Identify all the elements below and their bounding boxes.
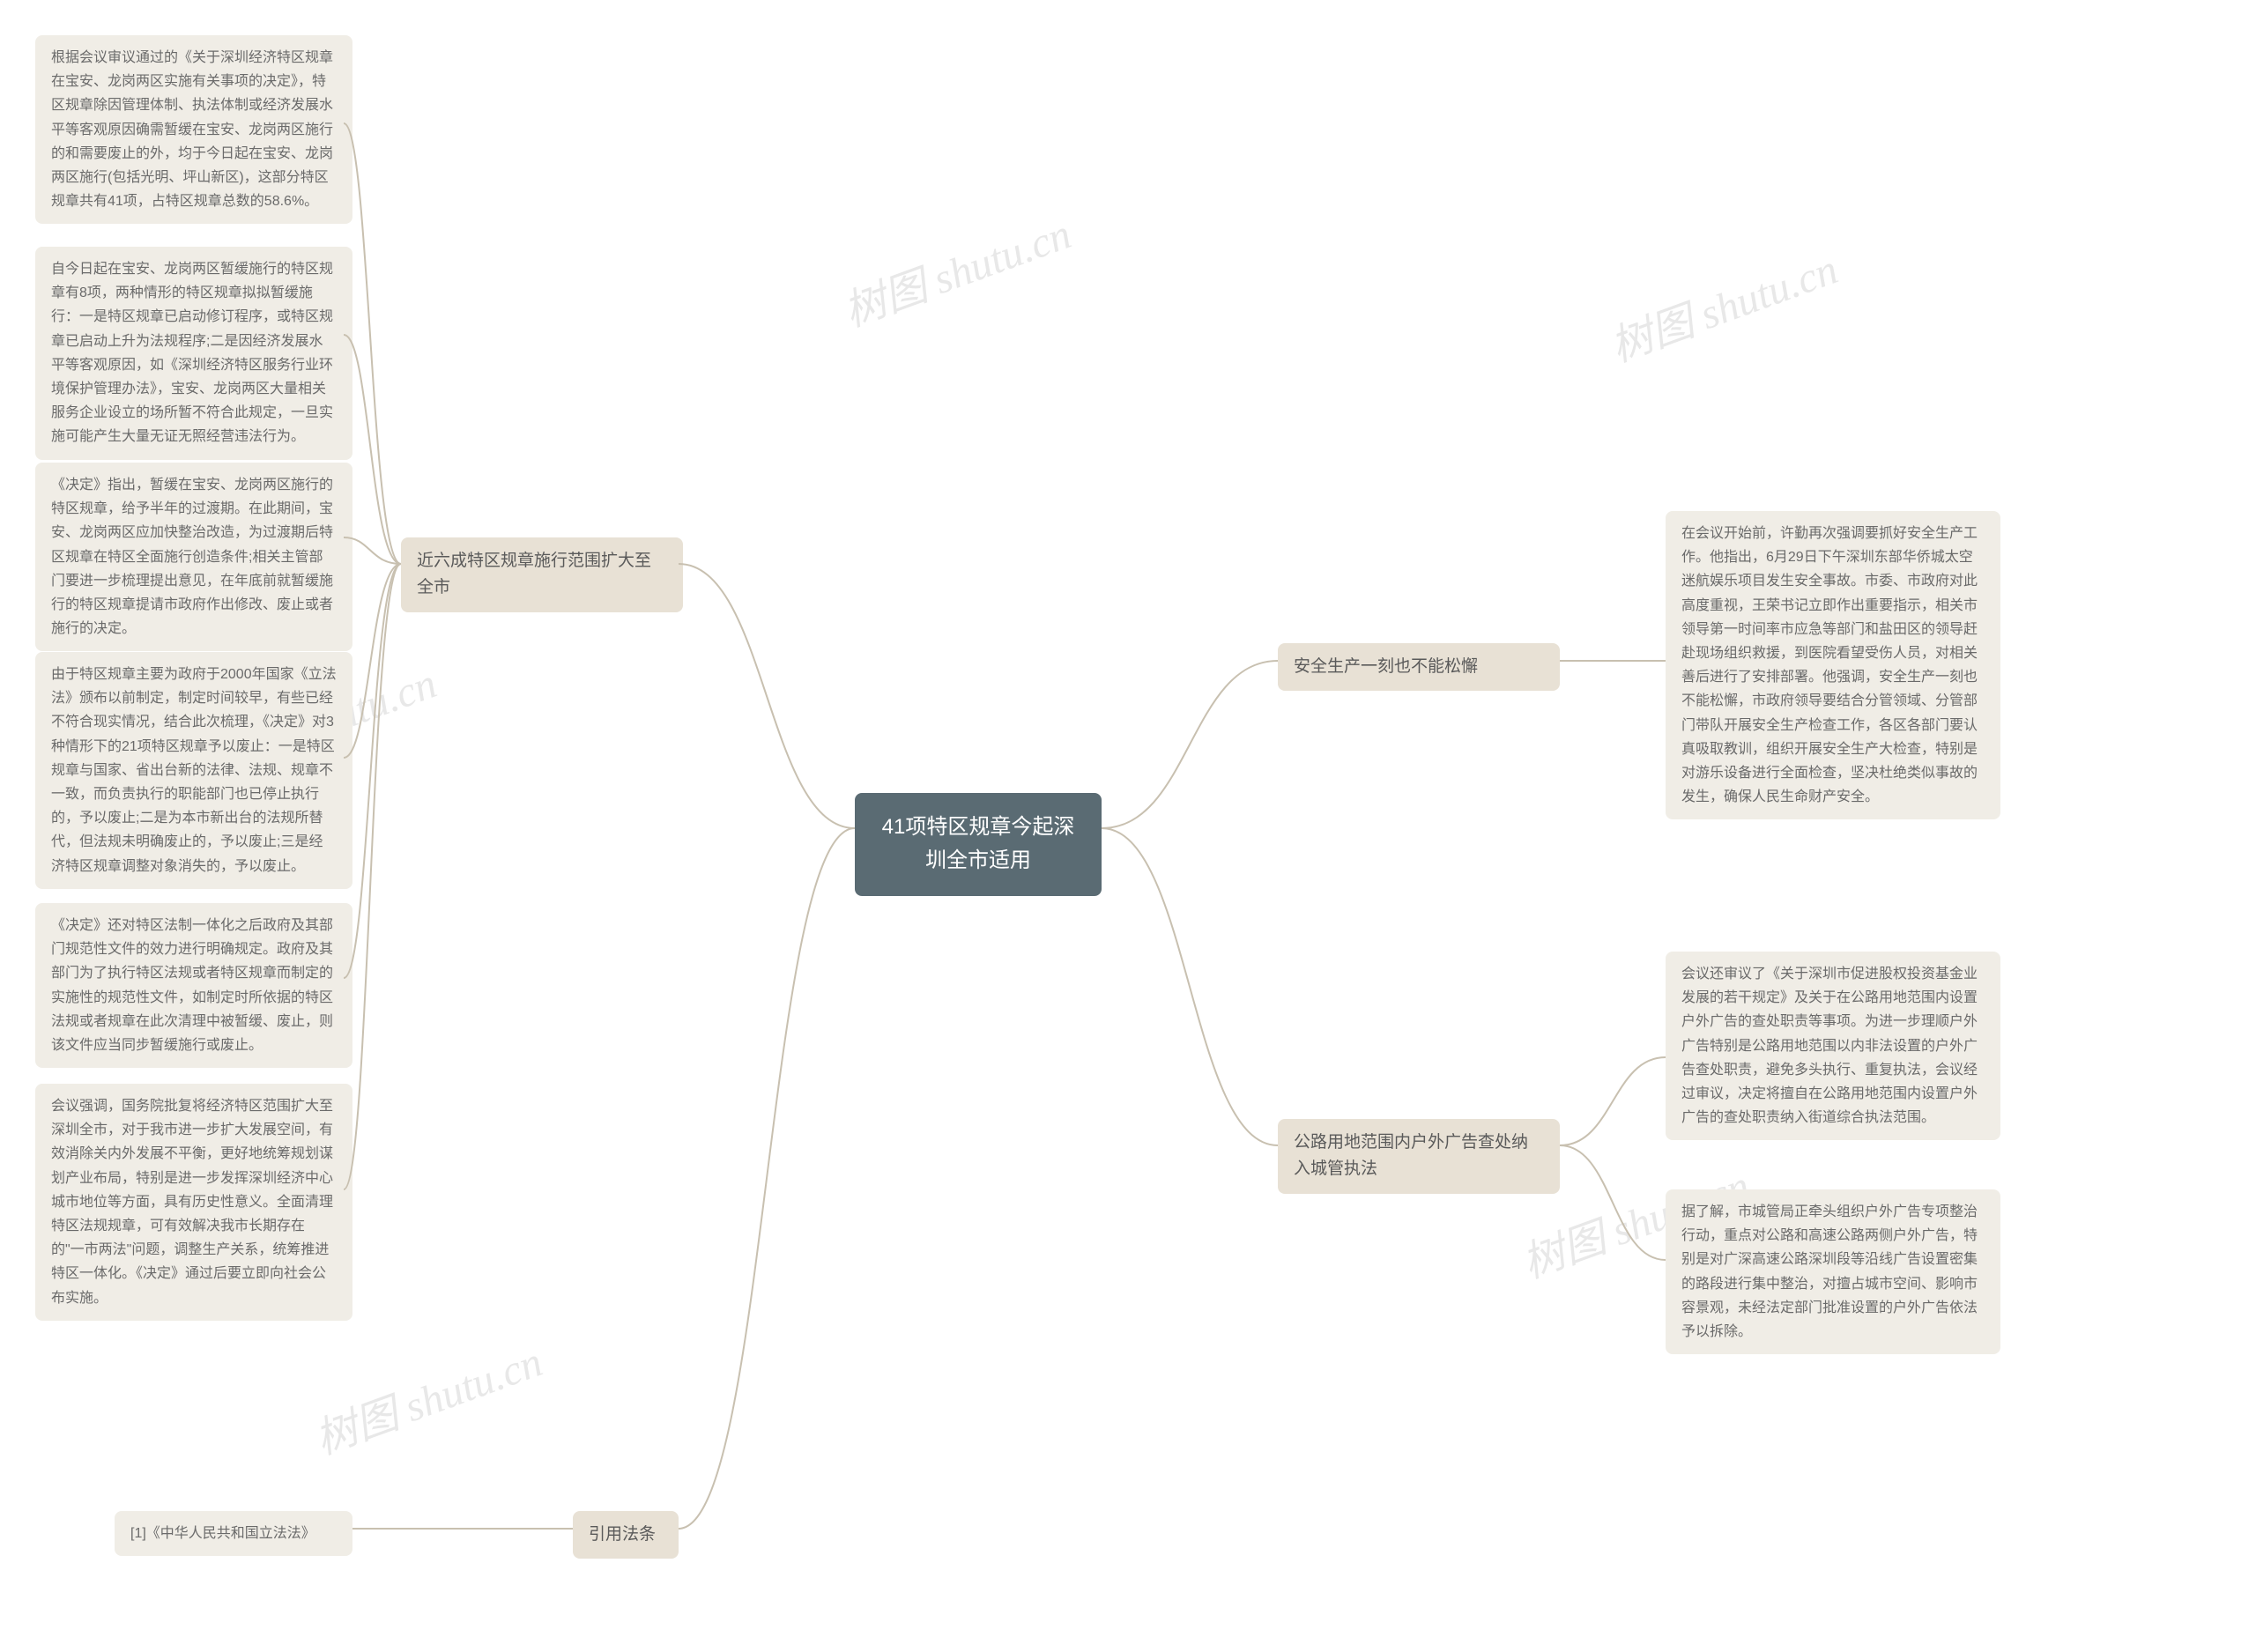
leaf-left-1-3: 《决定》指出，暂缓在宝安、龙岗两区施行的特区规章，给予半年的过渡期。在此期间，宝… bbox=[35, 463, 352, 651]
branch-left-1: 近六成特区规章施行范围扩大至全市 bbox=[401, 537, 683, 612]
leaf-right-1-1: 在会议开始前，许勤再次强调要抓好安全生产工作。他指出，6月29日下午深圳东部华侨… bbox=[1666, 511, 2000, 819]
branch-right-2: 公路用地范围内户外广告查处纳入城管执法 bbox=[1278, 1119, 1560, 1194]
leaf-left-2-1: [1]《中华人民共和国立法法》 bbox=[115, 1511, 352, 1556]
leaf-left-1-4: 由于特区规章主要为政府于2000年国家《立法法》颁布以前制定，制定时间较早，有些… bbox=[35, 652, 352, 889]
branch-left-2: 引用法条 bbox=[573, 1511, 679, 1559]
leaf-left-1-5: 《决定》还对特区法制一体化之后政府及其部门规范性文件的效力进行明确规定。政府及其… bbox=[35, 903, 352, 1068]
root-node: 41项特区规章今起深圳全市适用 bbox=[855, 793, 1102, 896]
leaf-left-1-6: 会议强调，国务院批复将经济特区范围扩大至深圳全市，对于我市进一步扩大发展空间，有… bbox=[35, 1084, 352, 1321]
leaf-left-1-1: 根据会议审议通过的《关于深圳经济特区规章在宝安、龙岗两区实施有关事项的决定》，特… bbox=[35, 35, 352, 224]
leaf-left-1-2: 自今日起在宝安、龙岗两区暂缓施行的特区规章有8项，两种情形的特区规章拟拟暂缓施行… bbox=[35, 247, 352, 460]
leaf-right-2-1: 会议还审议了《关于深圳市促进股权投资基金业发展的若干规定》及关于在公路用地范围内… bbox=[1666, 952, 2000, 1140]
mindmap-canvas: 41项特区规章今起深圳全市适用 近六成特区规章施行范围扩大至全市 根据会议审议通… bbox=[0, 0, 2256, 1652]
branch-right-1: 安全生产一刻也不能松懈 bbox=[1278, 643, 1560, 691]
leaf-right-2-2: 据了解，市城管局正牵头组织户外广告专项整治行动，重点对公路和高速公路两侧户外广告… bbox=[1666, 1189, 2000, 1354]
